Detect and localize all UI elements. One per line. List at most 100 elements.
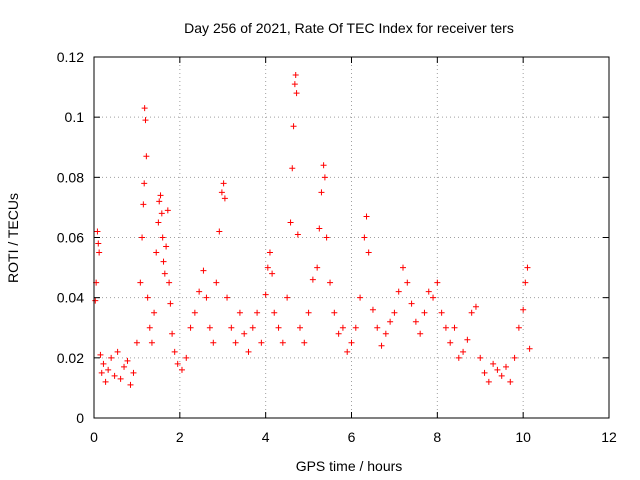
data-point [289,165,296,172]
data-point [369,306,376,313]
data-point [220,180,227,187]
data-point [163,243,170,250]
data-point [171,348,178,355]
y-tick-label: 0.06 [57,230,84,246]
data-point [228,324,235,331]
data-point [320,162,327,169]
data-point [352,324,359,331]
data-point [100,360,107,367]
data-point [221,195,228,202]
data-point [174,360,181,367]
data-point [166,279,173,286]
data-point [105,366,112,373]
data-point [292,72,299,79]
data-point [485,378,492,385]
data-point [391,309,398,316]
data-point [206,324,213,331]
data-point [357,294,364,301]
x-tick-label: 8 [433,429,441,445]
x-tick-label: 6 [348,429,356,445]
data-point [146,324,153,331]
data-point [200,267,207,274]
data-point [254,309,261,316]
x-axis-label: GPS time / hours [296,458,403,474]
data-point [130,369,137,376]
data-point [236,309,243,316]
data-point [363,213,370,220]
data-point [111,372,118,379]
data-point [507,378,514,385]
data-point [92,297,99,304]
data-point [339,324,346,331]
data-point [218,189,225,196]
data-point [297,324,303,331]
data-point [156,198,163,205]
y-tick-label: 0.12 [57,49,84,65]
data-point [178,366,185,373]
data-point [447,339,454,346]
data-point [417,330,424,337]
data-point [258,339,265,346]
data-point [203,294,210,301]
data-point [158,210,165,217]
data-point [216,228,223,235]
data-point [382,330,389,337]
data-point [412,318,419,325]
data-point [95,240,102,247]
data-point [365,249,372,256]
data-point [301,339,308,346]
data-point [344,348,351,355]
data-point [309,276,316,283]
data-point [159,234,166,241]
chart-title: Day 256 of 2021, Rate Of TEC Index for r… [184,20,514,36]
y-tick-label: 0.04 [57,290,84,306]
data-point [472,303,479,310]
data-point [361,234,368,241]
data-point [96,249,103,256]
x-tick-label: 2 [176,429,184,445]
data-point [321,174,328,181]
data-point [524,264,531,271]
data-point [124,357,131,364]
data-point [151,309,158,316]
data-point [318,189,325,196]
x-tick-label: 4 [262,429,270,445]
data-point [455,354,462,361]
data-point [97,351,104,358]
data-point [127,381,134,388]
data-point [408,300,415,307]
data-point [141,180,148,187]
data-point [316,225,323,232]
data-point [451,324,458,331]
data-point [468,309,475,316]
data-point [395,288,402,295]
data-point [305,309,312,316]
data-point [460,348,467,355]
y-tick-label: 0.02 [57,350,84,366]
data-point [187,324,194,331]
data-point [515,324,522,331]
data-point [284,294,291,301]
data-point [148,339,155,346]
data-point [224,294,231,301]
data-point [348,339,355,346]
data-point [94,228,101,235]
data-point [442,324,449,331]
data-point [157,192,164,199]
data-point [98,369,105,376]
data-point [477,354,484,361]
x-tick-label: 10 [515,429,531,445]
data-point [327,279,334,286]
data-point [438,309,445,316]
data-point [464,336,471,343]
data-point [141,105,148,112]
y-tick-label: 0.1 [65,109,85,125]
data-point [249,324,256,331]
data-point [266,249,273,256]
data-point [503,363,509,370]
data-point [191,309,198,316]
data-point [335,330,342,337]
data-point [262,291,269,298]
data-point [520,306,527,313]
